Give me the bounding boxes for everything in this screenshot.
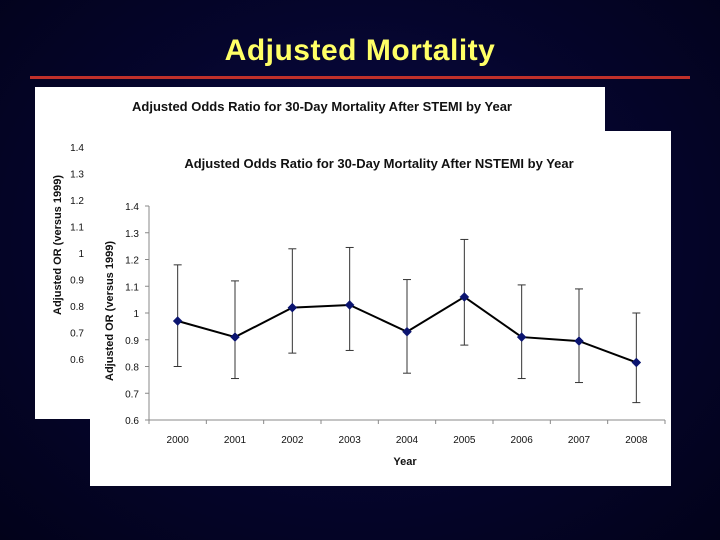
- stemi-chart-title: Adjusted Odds Ratio for 30-Day Mortality…: [132, 99, 512, 114]
- nstemi-x-tick-label: 2008: [625, 435, 648, 446]
- nstemi-y-tick-label: 0.7: [125, 389, 139, 400]
- nstemi-y-tick-label: 0.8: [125, 363, 139, 374]
- nstemi-y-tick-label: 1: [133, 309, 139, 320]
- nstemi-y-tick-label: 1.1: [125, 282, 139, 293]
- nstemi-error-bar: [173, 264, 182, 367]
- nstemi-x-tick-label: 2000: [167, 435, 190, 446]
- slide-title: Adjusted Mortality: [224, 34, 496, 67]
- nstemi-data-point: [631, 357, 642, 368]
- stemi-y-axis-title: Adjusted OR (versus 1999): [52, 175, 64, 315]
- nstemi-error-bar: [575, 288, 583, 384]
- nstemi-data-point: [402, 326, 412, 337]
- nstemi-data-point: [459, 292, 470, 302]
- stemi-y-tick-label: 1.1: [70, 223, 84, 234]
- nstemi-data-point: [230, 332, 240, 342]
- stemi-y-tick-label: 1.2: [70, 196, 84, 207]
- nstemi-x-tick-label: 2005: [453, 435, 476, 446]
- nstemi-data-point: [172, 316, 183, 326]
- nstemi-data-point: [287, 302, 298, 313]
- nstemi-error-bar: [345, 246, 354, 351]
- nstemi-data-point: [516, 332, 527, 342]
- nstemi-x-tick-label: 2006: [511, 435, 534, 446]
- stemi-y-tick-label: 0.6: [70, 355, 84, 366]
- stemi-y-tick-label: 0.8: [70, 302, 84, 313]
- stemi-y-tick-label: 1: [78, 249, 84, 260]
- stemi-chart: Adjusted Odds Ratio for 30-Day Mortality…: [52, 99, 512, 366]
- nstemi-chart-title: Adjusted Odds Ratio for 30-Day Mortality…: [184, 156, 573, 171]
- nstemi-x-tick-label: 2004: [396, 435, 419, 446]
- stemi-y-tick-label: 1.4: [70, 143, 84, 154]
- stemi-y-tick-label: 0.9: [70, 276, 84, 287]
- nstemi-error-bar: [403, 279, 411, 374]
- nstemi-error-bar: [517, 284, 526, 380]
- nstemi-y-tick-label: 1.2: [125, 256, 139, 267]
- nstemi-x-tick-label: 2001: [224, 435, 247, 446]
- nstemi-x-axis-title: Year: [393, 456, 417, 468]
- nstemi-x-tick-label: 2002: [281, 435, 304, 446]
- stemi-y-tick-label: 0.7: [70, 329, 84, 340]
- nstemi-x-tick-label: 2007: [568, 435, 591, 446]
- nstemi-chart-panel: Adjusted Odds Ratio for 30-Day Mortality…: [90, 131, 671, 486]
- stemi-y-tick-label: 1.3: [70, 170, 84, 181]
- nstemi-y-tick-label: 1.3: [125, 229, 139, 240]
- nstemi-data-point: [574, 336, 584, 346]
- nstemi-y-tick-label: 1.4: [125, 202, 139, 213]
- nstemi-y-axis-title: Adjusted OR (versus 1999): [104, 241, 116, 381]
- nstemi-y-tick-label: 0.6: [125, 416, 139, 427]
- title-divider: [30, 76, 690, 79]
- nstemi-y-tick-label: 0.9: [125, 336, 139, 347]
- nstemi-data-point: [344, 300, 355, 310]
- nstemi-chart: Adjusted Odds Ratio for 30-Day Mortality…: [104, 156, 666, 468]
- nstemi-error-bar: [231, 280, 239, 380]
- nstemi-x-tick-label: 2003: [339, 435, 362, 446]
- nstemi-error-bar: [288, 248, 297, 354]
